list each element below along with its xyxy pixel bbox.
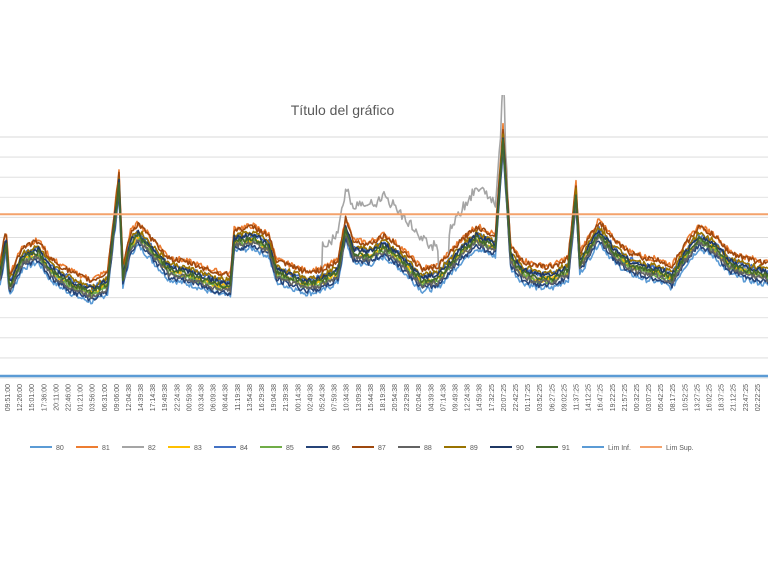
legend-label-83: 83 bbox=[194, 445, 202, 452]
x-tick-label: 19:04:38 bbox=[271, 384, 278, 411]
x-tick-label: 01:21:00 bbox=[78, 384, 85, 411]
x-tick-label: 10:34:38 bbox=[344, 384, 351, 411]
x-tick-label: 03:56:00 bbox=[90, 384, 97, 411]
x-tick-label: 12:26:00 bbox=[17, 384, 24, 411]
x-tick-label: 23:47:25 bbox=[743, 384, 750, 411]
x-tick-label: 04:39:38 bbox=[428, 384, 435, 411]
legend-label-91: 91 bbox=[562, 445, 570, 452]
legend-label-89: 89 bbox=[470, 445, 478, 452]
x-tick-label: 06:27:25 bbox=[549, 384, 556, 411]
x-tick-label: 10:52:25 bbox=[682, 384, 689, 411]
x-tick-label: 16:02:25 bbox=[707, 384, 714, 411]
x-tick-label: 18:37:25 bbox=[719, 384, 726, 411]
x-tick-label: 13:27:25 bbox=[694, 384, 701, 411]
x-tick-label: 15:44:38 bbox=[368, 384, 375, 411]
x-tick-label: 17:14:38 bbox=[150, 384, 157, 411]
legend-label-84: 84 bbox=[240, 445, 248, 452]
x-tick-label: 12:04:38 bbox=[126, 384, 133, 411]
chart-title: Título del gráfico bbox=[290, 102, 395, 118]
x-tick-label: 11:37:25 bbox=[573, 384, 580, 411]
x-tick-label: 09:06:00 bbox=[114, 384, 121, 411]
x-tick-label: 02:49:38 bbox=[307, 384, 314, 411]
x-tick-label: 20:54:38 bbox=[392, 384, 399, 411]
x-tick-label: 20:11:00 bbox=[53, 384, 60, 411]
x-tick-label: 19:49:38 bbox=[162, 384, 169, 411]
x-tick-label: 03:52:25 bbox=[537, 384, 544, 411]
x-tick-label: 17:36:00 bbox=[41, 384, 48, 411]
legend-label-80: 80 bbox=[56, 445, 64, 452]
x-tick-label: 07:14:38 bbox=[440, 384, 447, 411]
series-line-88 bbox=[0, 140, 768, 300]
x-tick-label: 12:24:38 bbox=[465, 384, 472, 411]
x-tick-label: 08:44:38 bbox=[223, 384, 230, 411]
x-tick-label: 14:39:38 bbox=[138, 384, 145, 411]
x-tick-label: 14:12:25 bbox=[586, 384, 593, 411]
x-tick-label: 07:59:38 bbox=[332, 384, 339, 411]
x-tick-label: 16:47:25 bbox=[598, 384, 605, 411]
x-tick-label: 09:49:38 bbox=[453, 384, 460, 411]
x-tick-label: 00:59:38 bbox=[186, 384, 193, 411]
x-tick-label: 05:42:25 bbox=[658, 384, 665, 411]
series-line-87 bbox=[0, 128, 768, 283]
x-tick-label: 06:31:00 bbox=[102, 384, 109, 411]
x-tick-label: 06:09:38 bbox=[211, 384, 218, 411]
x-tick-label: 17:32:25 bbox=[489, 384, 496, 411]
x-tick-label: 23:29:38 bbox=[404, 384, 411, 411]
x-tick-label: 00:32:25 bbox=[634, 384, 641, 411]
legend-label-Lim Inf.: Lim Inf. bbox=[608, 445, 631, 452]
x-tick-label: 22:24:38 bbox=[174, 384, 181, 411]
x-tick-label: 02:22:25 bbox=[755, 384, 762, 411]
legend-label-81: 81 bbox=[102, 445, 110, 452]
x-tick-label: 02:04:38 bbox=[416, 384, 423, 411]
x-tick-label: 19:22:25 bbox=[610, 384, 617, 411]
x-tick-label: 18:19:38 bbox=[380, 384, 387, 411]
legend-label-87: 87 bbox=[378, 445, 386, 452]
x-tick-label: 21:12:25 bbox=[731, 384, 738, 411]
series-line-91 bbox=[0, 138, 768, 295]
legend-label-85: 85 bbox=[286, 445, 294, 452]
x-tick-label: 03:34:38 bbox=[199, 384, 206, 411]
x-tick-label: 05:24:38 bbox=[319, 384, 326, 411]
x-tick-label: 20:07:25 bbox=[501, 384, 508, 411]
legend-label-Lim Sup.: Lim Sup. bbox=[666, 445, 694, 452]
chart-area: 09:51:00 12:26:00 15:01:00 17:36:00 20:11:00… bbox=[0, 95, 768, 465]
x-tick-label: 22:46:00 bbox=[65, 384, 72, 411]
x-tick-label: 15:01:00 bbox=[29, 384, 36, 411]
x-tick-label: 13:09:38 bbox=[356, 384, 363, 411]
legend-label-86: 86 bbox=[332, 445, 340, 452]
x-tick-label: 14:59:38 bbox=[477, 384, 484, 411]
x-tick-label: 01:17:25 bbox=[525, 384, 532, 411]
x-tick-label: 21:39:38 bbox=[283, 384, 290, 411]
x-tick-label: 11:19:38 bbox=[235, 384, 242, 411]
x-tick-label: 00:14:38 bbox=[295, 384, 302, 411]
legend-label-90: 90 bbox=[516, 445, 524, 452]
x-tick-label: 09:02:25 bbox=[561, 384, 568, 411]
x-tick-label: 09:51:00 bbox=[5, 384, 12, 411]
line-chart: 09:51:00 12:26:00 15:01:00 17:36:00 20:11:00… bbox=[0, 95, 768, 452]
x-tick-label: 22:42:25 bbox=[513, 384, 520, 411]
x-tick-label: 16:29:38 bbox=[259, 384, 266, 411]
x-tick-label: 08:17:25 bbox=[670, 384, 677, 411]
x-tick-label: 13:54:38 bbox=[247, 384, 254, 411]
x-tick-label: 03:07:25 bbox=[646, 384, 653, 411]
legend-label-88: 88 bbox=[424, 445, 432, 452]
x-tick-label: 21:57:25 bbox=[622, 384, 629, 411]
legend-label-82: 82 bbox=[148, 445, 156, 452]
